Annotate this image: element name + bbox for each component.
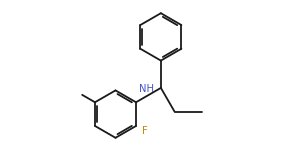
Text: NH: NH <box>139 84 154 94</box>
Text: F: F <box>142 126 147 136</box>
